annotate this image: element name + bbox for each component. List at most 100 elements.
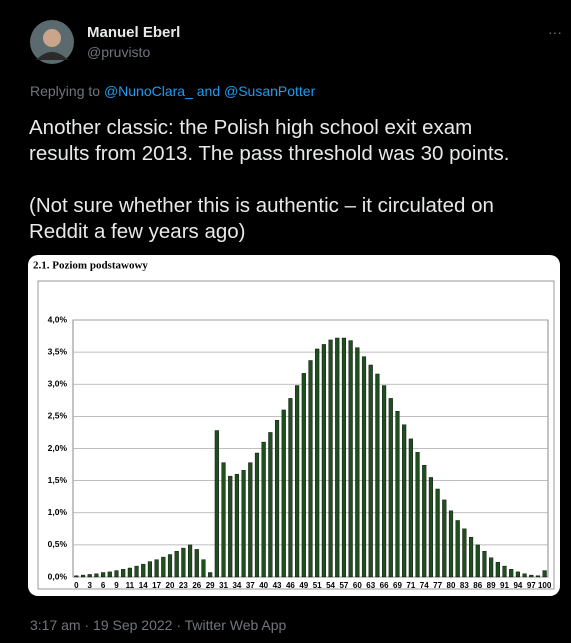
bar: [107, 571, 112, 578]
y-tick-label: 3,5%: [48, 346, 68, 356]
x-tick-label: 3: [87, 581, 92, 590]
x-tick-label: 51: [313, 581, 322, 590]
bar: [408, 438, 413, 578]
x-tick-label: 17: [152, 581, 161, 590]
y-tick-label: 2,5%: [48, 411, 68, 421]
bar: [402, 424, 407, 578]
x-tick-label: 14: [139, 581, 148, 590]
bar: [208, 572, 213, 578]
bar: [482, 551, 487, 578]
bar: [121, 569, 126, 578]
bar: [301, 373, 306, 578]
y-tick-label: 0,0%: [48, 571, 68, 581]
x-tick-label: 49: [299, 581, 308, 590]
x-tick-label: 37: [246, 581, 255, 590]
x-tick-label: 74: [420, 581, 429, 590]
bar: [361, 356, 367, 578]
bar: [475, 544, 480, 578]
y-tick-label: 0,5%: [48, 539, 68, 549]
text-line: (Not sure whether this is authentic – it…: [29, 194, 494, 217]
bar: [161, 556, 166, 578]
bar: [489, 557, 494, 578]
bar: [495, 562, 500, 578]
bar: [80, 574, 86, 578]
bar: [281, 409, 286, 578]
bar: [248, 462, 253, 578]
text-line: results from 2013. The pass threshold wa…: [29, 142, 510, 165]
bar: [134, 565, 139, 578]
bar: [468, 536, 474, 578]
bar: [355, 347, 360, 578]
x-tick-label: 40: [259, 581, 268, 590]
bar: [422, 465, 427, 578]
bar: [254, 452, 260, 578]
bar: [435, 488, 440, 578]
bar: [335, 337, 340, 578]
x-tick-label: 86: [473, 581, 482, 590]
x-tick-label: 100: [538, 581, 552, 590]
bar: [214, 430, 219, 578]
x-tick-label: 77: [433, 581, 442, 590]
y-tick-label: 1,0%: [48, 507, 68, 517]
author-handle[interactable]: @pruvisto: [87, 44, 151, 60]
bar: [368, 364, 373, 578]
x-tick-label: 71: [406, 581, 415, 590]
x-tick-label: 9: [114, 581, 119, 590]
bar: [522, 573, 527, 578]
bar: [348, 340, 353, 578]
bar: [194, 549, 199, 578]
bar: [428, 477, 433, 578]
bar: [261, 441, 266, 578]
x-tick-label: 46: [286, 581, 295, 590]
x-tick-label: 43: [273, 581, 282, 590]
replying-to[interactable]: @NunoClara_ and @SusanPotter: [103, 83, 316, 99]
bar: [147, 561, 153, 578]
x-tick-label: 94: [513, 581, 522, 590]
bar: [502, 565, 507, 578]
bar: [295, 385, 300, 578]
text-line: Reddit a few years ago): [29, 220, 246, 243]
x-tick-label: 29: [206, 581, 215, 590]
bar: [415, 452, 420, 578]
x-tick-label: 63: [366, 581, 375, 590]
bar: [87, 574, 92, 578]
x-tick-label: 6: [101, 581, 106, 590]
bar: [375, 373, 380, 578]
x-tick-label: 97: [527, 581, 536, 590]
bar: [234, 473, 239, 578]
bar: [455, 520, 460, 578]
bar: [181, 547, 186, 578]
more-menu[interactable]: ···: [548, 24, 562, 40]
chart-frame: [37, 280, 555, 590]
bar: [542, 570, 547, 578]
x-tick-label: 26: [192, 581, 201, 590]
bar: [509, 569, 514, 578]
avatar[interactable]: [30, 20, 74, 64]
bar: [141, 563, 146, 578]
x-tick-label: 54: [326, 581, 335, 590]
bar: [154, 559, 159, 578]
bar: [529, 574, 534, 578]
bar: [114, 570, 119, 578]
bar: [74, 575, 79, 578]
bar: [341, 337, 347, 578]
bar: [395, 411, 400, 578]
bar: [462, 528, 467, 578]
bar: [201, 559, 206, 578]
bar: [167, 554, 173, 578]
bar: [188, 544, 193, 578]
replying-line: Replying to @NunoClara_ and @SusanPotter: [30, 83, 315, 99]
author-name[interactable]: Manuel Eberl: [87, 24, 181, 41]
tweet-footer: 3:17 am · 19 Sep 2022 · Twitter Web App: [30, 617, 287, 633]
bar: [221, 462, 226, 578]
chart-title: 2.1. Poziom podstawowy: [33, 260, 148, 272]
x-tick-label: 23: [179, 581, 188, 590]
bar: [101, 572, 106, 578]
x-tick-label: 80: [447, 581, 456, 590]
bar: [442, 499, 447, 578]
x-tick-label: 66: [380, 581, 389, 590]
bar: [448, 510, 454, 578]
y-tick-label: 1,5%: [48, 475, 68, 485]
bar: [535, 575, 541, 578]
